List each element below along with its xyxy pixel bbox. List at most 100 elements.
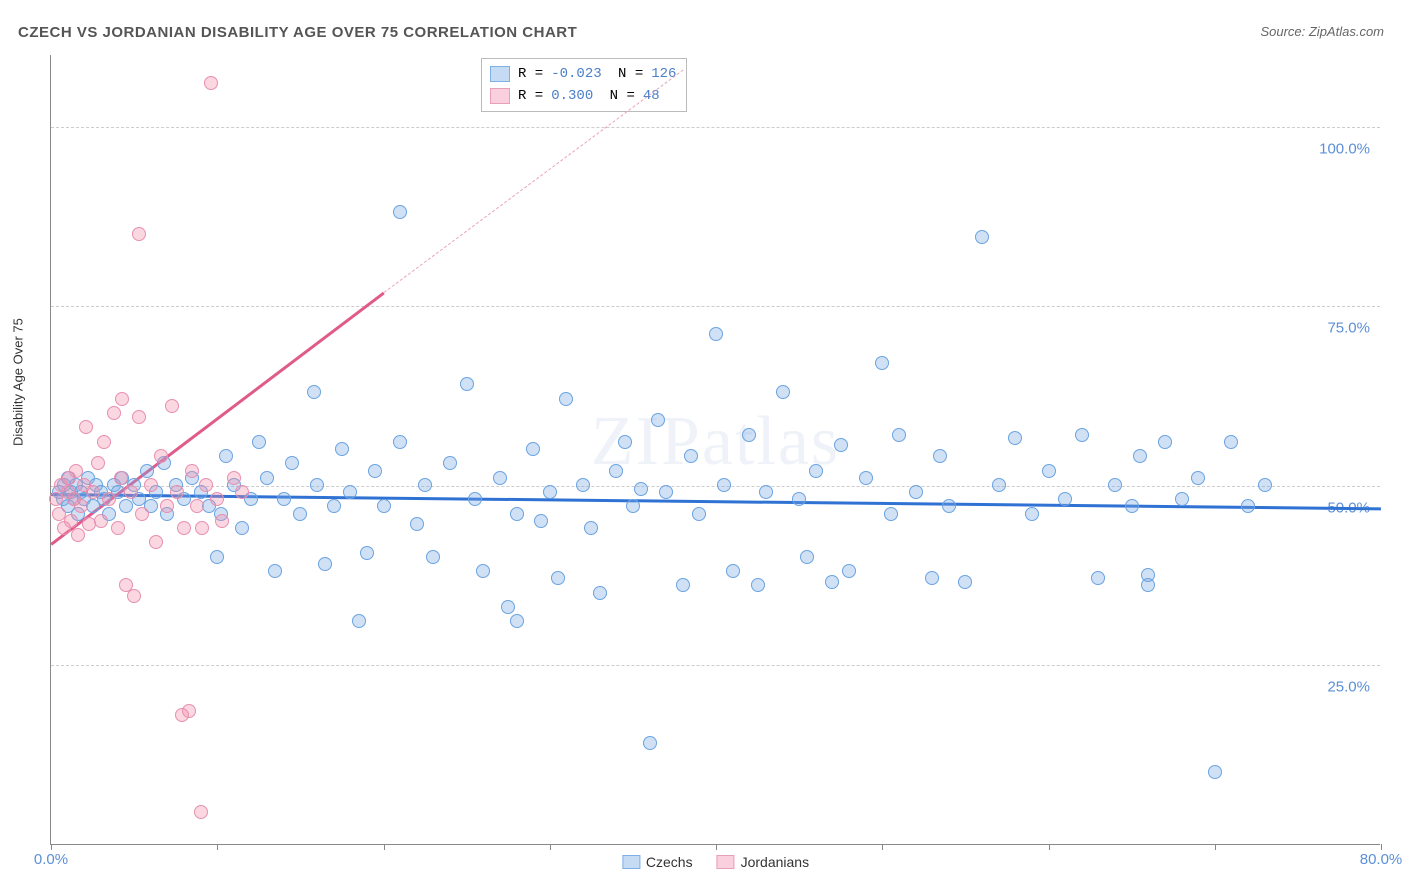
- legend-r-jordanians: 0.300: [551, 88, 593, 104]
- data-point: [170, 485, 184, 499]
- data-point: [1058, 492, 1072, 506]
- gridline: [51, 665, 1380, 666]
- data-point: [132, 227, 146, 241]
- data-point: [97, 435, 111, 449]
- data-point: [1042, 464, 1056, 478]
- data-point: [925, 571, 939, 585]
- legend-n-czechs: 126: [651, 66, 676, 82]
- data-point: [1133, 449, 1147, 463]
- gridline: [51, 306, 1380, 307]
- data-point: [410, 517, 424, 531]
- data-point: [909, 485, 923, 499]
- series-legend-czechs: Czechs: [622, 854, 693, 870]
- data-point: [393, 205, 407, 219]
- legend-r-czechs: -0.023: [551, 66, 601, 82]
- data-point: [268, 564, 282, 578]
- stats-legend: R = -0.023 N = 126 R = 0.300 N = 48: [481, 58, 687, 112]
- data-point: [834, 438, 848, 452]
- data-point: [992, 478, 1006, 492]
- data-point: [210, 492, 224, 506]
- data-point: [135, 507, 149, 521]
- data-point: [958, 575, 972, 589]
- xtick-mark: [716, 844, 717, 850]
- data-point: [318, 557, 332, 571]
- xtick-mark: [51, 844, 52, 850]
- data-point: [368, 464, 382, 478]
- data-point: [111, 521, 125, 535]
- chart-title: CZECH VS JORDANIAN DISABILITY AGE OVER 7…: [18, 24, 577, 41]
- data-point: [114, 471, 128, 485]
- data-point: [809, 464, 823, 478]
- data-point: [115, 392, 129, 406]
- data-point: [94, 514, 108, 528]
- data-point: [709, 327, 723, 341]
- data-point: [626, 499, 640, 513]
- data-point: [132, 410, 146, 424]
- data-point: [154, 449, 168, 463]
- data-point: [1258, 478, 1272, 492]
- series-label-jordanians: Jordanians: [741, 854, 810, 870]
- data-point: [352, 614, 366, 628]
- data-point: [659, 485, 673, 499]
- data-point: [185, 464, 199, 478]
- data-point: [634, 482, 648, 496]
- data-point: [1141, 568, 1155, 582]
- data-point: [742, 428, 756, 442]
- data-point: [124, 485, 138, 499]
- data-point: [360, 546, 374, 560]
- ytick-label: 25.0%: [1327, 679, 1370, 696]
- data-point: [86, 485, 100, 499]
- data-point: [119, 499, 133, 513]
- data-point: [102, 492, 116, 506]
- data-point: [149, 535, 163, 549]
- xtick-mark: [217, 844, 218, 850]
- data-point: [651, 413, 665, 427]
- data-point: [776, 385, 790, 399]
- data-point: [293, 507, 307, 521]
- legend-swatch-blue: [490, 66, 510, 82]
- data-point: [393, 435, 407, 449]
- data-point: [618, 435, 632, 449]
- data-point: [235, 521, 249, 535]
- data-point: [71, 528, 85, 542]
- data-point: [842, 564, 856, 578]
- data-point: [1158, 435, 1172, 449]
- data-point: [91, 456, 105, 470]
- data-point: [219, 449, 233, 463]
- data-point: [210, 550, 224, 564]
- data-point: [676, 578, 690, 592]
- data-point: [609, 464, 623, 478]
- data-point: [215, 514, 229, 528]
- data-point: [79, 420, 93, 434]
- data-point: [343, 485, 357, 499]
- data-point: [144, 478, 158, 492]
- data-point: [1241, 499, 1255, 513]
- gridline: [51, 127, 1380, 128]
- data-point: [933, 449, 947, 463]
- data-point: [559, 392, 573, 406]
- xtick-mark: [550, 844, 551, 850]
- data-point: [1025, 507, 1039, 521]
- data-point: [194, 805, 208, 819]
- xtick-mark: [1049, 844, 1050, 850]
- data-point: [576, 478, 590, 492]
- data-point: [717, 478, 731, 492]
- data-point: [377, 499, 391, 513]
- xtick-mark: [882, 844, 883, 850]
- data-point: [426, 550, 440, 564]
- ytick-label: 100.0%: [1319, 140, 1370, 157]
- data-point: [69, 464, 83, 478]
- series-legend: Czechs Jordanians: [622, 854, 809, 870]
- data-point: [235, 485, 249, 499]
- series-legend-jordanians: Jordanians: [717, 854, 810, 870]
- xtick-label: 0.0%: [34, 851, 68, 868]
- data-point: [177, 521, 191, 535]
- data-point: [335, 442, 349, 456]
- data-point: [884, 507, 898, 521]
- data-point: [182, 704, 196, 718]
- data-point: [584, 521, 598, 535]
- legend-row-czechs: R = -0.023 N = 126: [490, 63, 676, 85]
- source-attribution: Source: ZipAtlas.com: [1260, 24, 1384, 39]
- plot-area: ZIPatlas R = -0.023 N = 126 R = 0.300 N …: [50, 55, 1380, 845]
- data-point: [140, 464, 154, 478]
